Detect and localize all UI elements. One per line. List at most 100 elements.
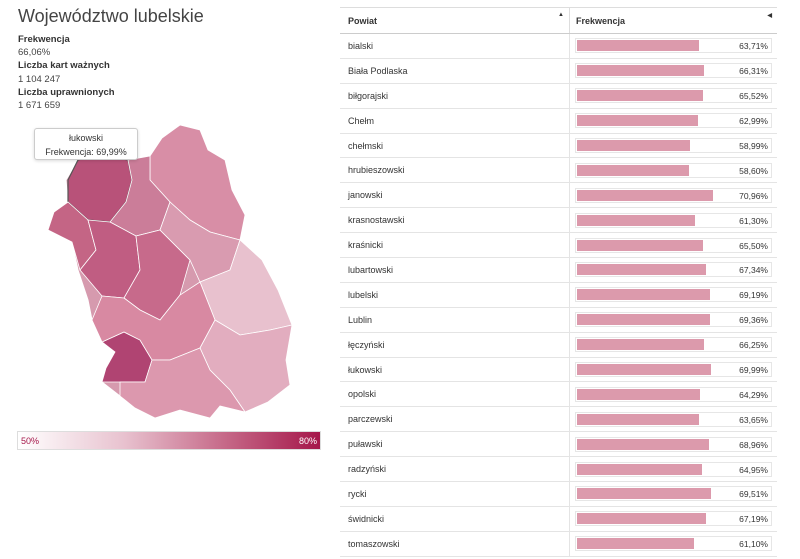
table-row[interactable]: hrubieszowski 58,60% xyxy=(340,158,777,184)
powiat-name: krasnostawski xyxy=(340,208,570,233)
turnout-value: 69,99% xyxy=(739,365,768,376)
turnout-bar-track: 58,99% xyxy=(575,138,772,153)
powiat-name: Biała Podlaska xyxy=(340,58,570,83)
turnout-value: 69,19% xyxy=(739,290,768,301)
turnout-bar xyxy=(577,239,703,251)
turnout-value: 67,34% xyxy=(739,265,768,276)
turnout-bar xyxy=(577,189,714,201)
powiat-name: bialski xyxy=(340,34,570,58)
page-title: Województwo lubelskie xyxy=(18,6,204,26)
powiat-name: opolski xyxy=(340,382,570,407)
tooltip-name: łukowski xyxy=(68,133,103,143)
turnout-bar-track: 70,96% xyxy=(575,187,772,203)
turnout-bar xyxy=(577,463,702,475)
turnout-cell: 69,99% xyxy=(570,358,777,382)
turnout-cell: 70,96% xyxy=(570,183,777,207)
sort-asc-icon[interactable]: ▲ xyxy=(558,12,564,18)
table-row[interactable]: kraśnicki 65,50% xyxy=(340,233,777,259)
turnout-bar xyxy=(577,538,695,550)
powiat-name: puławski xyxy=(340,432,570,457)
turnout-cell: 64,95% xyxy=(570,457,777,481)
turnout-cell: 63,65% xyxy=(570,407,777,431)
table-row[interactable]: puławski 68,96% xyxy=(340,432,777,458)
powiat-name: tomaszowski xyxy=(340,531,570,556)
turnout-bar xyxy=(577,339,705,351)
turnout-value: 62,99% xyxy=(739,116,768,127)
table-row[interactable]: radzyński 64,95% xyxy=(340,457,777,483)
turnout-value: 66,31% xyxy=(739,66,768,77)
stat-label: Liczba kart ważnych xyxy=(18,60,110,72)
turnout-bar xyxy=(577,438,710,450)
powiat-name: świdnicki xyxy=(340,506,570,531)
table-row[interactable]: krasnostawski 61,30% xyxy=(340,208,777,234)
choropleth-map[interactable] xyxy=(40,120,300,425)
table-row[interactable]: Lublin 69,36% xyxy=(340,307,777,333)
turnout-bar xyxy=(577,264,707,276)
powiat-name: Chełm xyxy=(340,108,570,133)
table-row[interactable]: lubelski 69,19% xyxy=(340,282,777,308)
turnout-bar-track: 69,36% xyxy=(575,312,772,328)
column-header-powiat[interactable]: Powiat ▲ xyxy=(340,8,570,33)
table-row[interactable]: Chełm 62,99% xyxy=(340,108,777,134)
turnout-value: 67,19% xyxy=(739,514,768,525)
table-row[interactable]: opolski 64,29% xyxy=(340,382,777,408)
powiat-name: kraśnicki xyxy=(340,233,570,258)
table-row[interactable]: tomaszowski 61,10% xyxy=(340,531,777,557)
table-row[interactable]: Biała Podlaska 66,31% xyxy=(340,58,777,84)
turnout-bar xyxy=(577,488,711,500)
table-row[interactable]: parczewski 63,65% xyxy=(340,407,777,433)
table-row[interactable]: łęczyński 66,25% xyxy=(340,332,777,358)
column-header-label: Powiat xyxy=(348,15,378,26)
table-header: Powiat ▲ Frekwencja ◀ xyxy=(340,8,777,34)
turnout-bar-track: 69,51% xyxy=(575,486,772,502)
turnout-bar-track: 61,10% xyxy=(575,536,772,552)
turnout-cell: 66,25% xyxy=(570,333,777,357)
powiat-name: rycki xyxy=(340,482,570,506)
column-header-frekwencja[interactable]: Frekwencja ◀ xyxy=(570,8,777,33)
turnout-table: Powiat ▲ Frekwencja ◀ bialski 63,71% Biała… xyxy=(340,7,777,557)
turnout-bar-track: 65,52% xyxy=(575,88,772,104)
turnout-bar-track: 64,95% xyxy=(575,461,772,477)
table-row[interactable]: rycki 69,51% xyxy=(340,482,777,507)
table-row[interactable]: janowski 70,96% xyxy=(340,183,777,209)
turnout-value: 70,96% xyxy=(739,190,768,201)
powiat-name: Lublin xyxy=(340,307,570,332)
table-row[interactable]: łukowski 69,99% xyxy=(340,357,777,383)
table-row[interactable]: biłgorajski 65,52% xyxy=(340,83,777,109)
column-header-label: Frekwencja xyxy=(576,15,626,26)
table-row[interactable]: chełmski 58,99% xyxy=(340,133,777,159)
turnout-value: 58,60% xyxy=(739,165,768,176)
turnout-value: 61,30% xyxy=(739,215,768,226)
turnout-bar-track: 66,25% xyxy=(575,337,772,353)
turnout-bar-track: 58,60% xyxy=(575,162,772,178)
table-row[interactable]: lubartowski 67,34% xyxy=(340,258,777,283)
turnout-cell: 63,71% xyxy=(570,34,777,58)
turnout-bar xyxy=(577,40,700,52)
turnout-bar-track: 66,31% xyxy=(575,63,772,79)
stat-label: Liczba uprawnionych xyxy=(18,86,115,98)
powiat-name: lubartowski xyxy=(340,258,570,282)
turnout-value: 69,51% xyxy=(739,489,768,500)
turnout-bar-track: 65,50% xyxy=(575,237,772,253)
turnout-bar xyxy=(577,140,691,151)
turnout-bar xyxy=(577,364,712,376)
turnout-bar xyxy=(577,314,711,326)
powiat-name: lubelski xyxy=(340,282,570,307)
map-district-south[interactable] xyxy=(119,347,246,419)
tooltip-turnout: Frekwencja: 69,99% xyxy=(45,147,127,157)
turnout-cell: 67,34% xyxy=(570,258,777,282)
turnout-bar-track: 63,71% xyxy=(575,38,772,54)
turnout-bar xyxy=(577,214,695,226)
table-row[interactable]: bialski 63,71% xyxy=(340,34,777,59)
turnout-cell: 58,99% xyxy=(570,134,777,158)
turnout-cell: 66,31% xyxy=(570,59,777,83)
turnout-bar xyxy=(577,90,703,102)
powiat-name: biłgorajski xyxy=(340,83,570,108)
turnout-bar-track: 63,65% xyxy=(575,411,772,427)
sort-left-icon[interactable]: ◀ xyxy=(767,13,772,19)
table-row[interactable]: świdnicki 67,19% xyxy=(340,506,777,532)
turnout-bar xyxy=(577,115,698,127)
turnout-bar xyxy=(577,513,707,525)
turnout-bar-track: 68,96% xyxy=(575,436,772,452)
turnout-cell: 69,19% xyxy=(570,283,777,307)
